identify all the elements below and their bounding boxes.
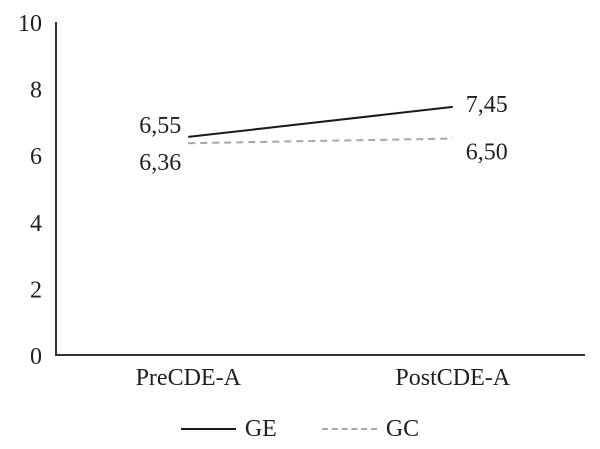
legend-item-ge: GE — [180, 415, 277, 442]
y-tick-label: 6 — [30, 144, 42, 170]
legend-line-sample-ge — [180, 427, 236, 430]
legend-line-sample-gc — [321, 427, 377, 430]
data-label-gc: 6,36 — [139, 150, 181, 176]
data-label-gc: 6,50 — [466, 140, 508, 166]
y-tick-label: 0 — [30, 344, 42, 370]
legend-label-ge: GE — [244, 415, 277, 442]
series-line-ge — [188, 105, 453, 138]
line-chart-plot: 0 2 4 6 8 10 PreCDE-A PostCDE-A 6,55 7,45 6,36 6,50 — [18, 11, 585, 391]
x-category-label: PostCDE-A — [395, 365, 510, 391]
y-tick-label: 4 — [30, 211, 42, 237]
x-category-label: PreCDE-A — [136, 365, 242, 391]
legend-item-gc: GC — [321, 415, 420, 442]
data-label-ge: 7,45 — [466, 92, 508, 118]
y-tick-label: 10 — [18, 11, 42, 37]
y-tick-label: 2 — [30, 277, 42, 303]
series-line-gc — [188, 137, 453, 145]
chart-legend: GE GC — [0, 410, 600, 447]
legend-label-gc: GC — [385, 415, 420, 442]
data-label-ge: 6,55 — [139, 113, 181, 139]
y-tick-label: 8 — [30, 78, 42, 104]
